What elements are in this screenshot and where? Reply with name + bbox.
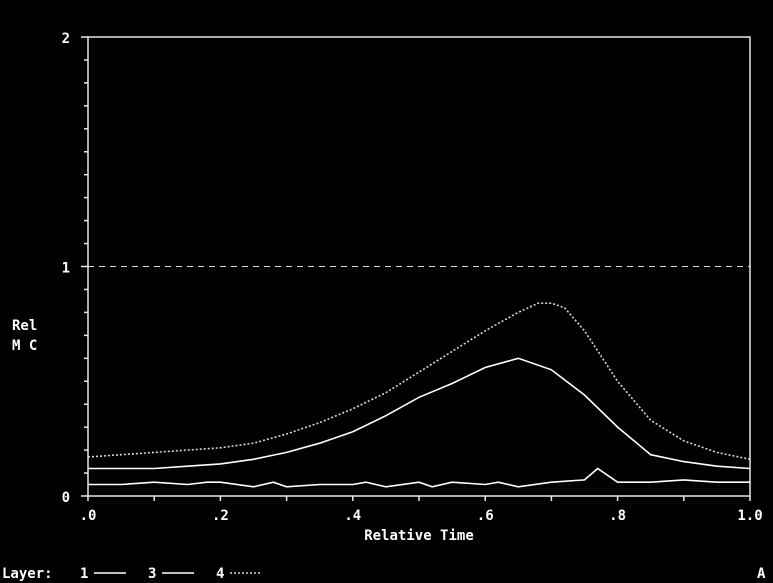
y-axis-label-line-1: Rel (12, 318, 37, 334)
x-axis-label: Relative Time (364, 528, 474, 544)
legend-label-layer-4: 4 (216, 566, 224, 582)
x-tick-label: .6 (477, 508, 494, 524)
legend: Layer: 1 3 4 (2, 566, 262, 582)
x-tick-label: .2 (212, 508, 229, 524)
x-tick-label: 1.0 (737, 508, 762, 524)
series-line-layer-4 (87, 302, 751, 461)
y-axis-ticks (81, 36, 88, 497)
x-tick-label: .8 (609, 508, 626, 524)
x-axis-ticks (87, 496, 751, 501)
y-axis-label-line-2: M C (12, 338, 37, 354)
series-line-layer-3 (88, 357, 751, 470)
legend-label-layer-1: 1 (80, 566, 88, 582)
corner-mark: A (757, 566, 766, 582)
x-axis-tick-labels: .0 .2 .4 .6 .8 1.0 (80, 508, 763, 524)
y-tick-label: 0 (62, 490, 70, 506)
series-line-layer-1 (88, 467, 750, 488)
series-group (87, 302, 751, 488)
y-tick-label: 2 (62, 31, 70, 47)
y-tick-label: 1 (62, 261, 70, 277)
y-axis-tick-labels: 0 1 2 (62, 31, 70, 506)
x-tick-label: .4 (344, 508, 361, 524)
legend-label-layer-3: 3 (148, 566, 156, 582)
x-tick-label: .0 (80, 508, 97, 524)
legend-prefix: Layer: (2, 566, 53, 582)
